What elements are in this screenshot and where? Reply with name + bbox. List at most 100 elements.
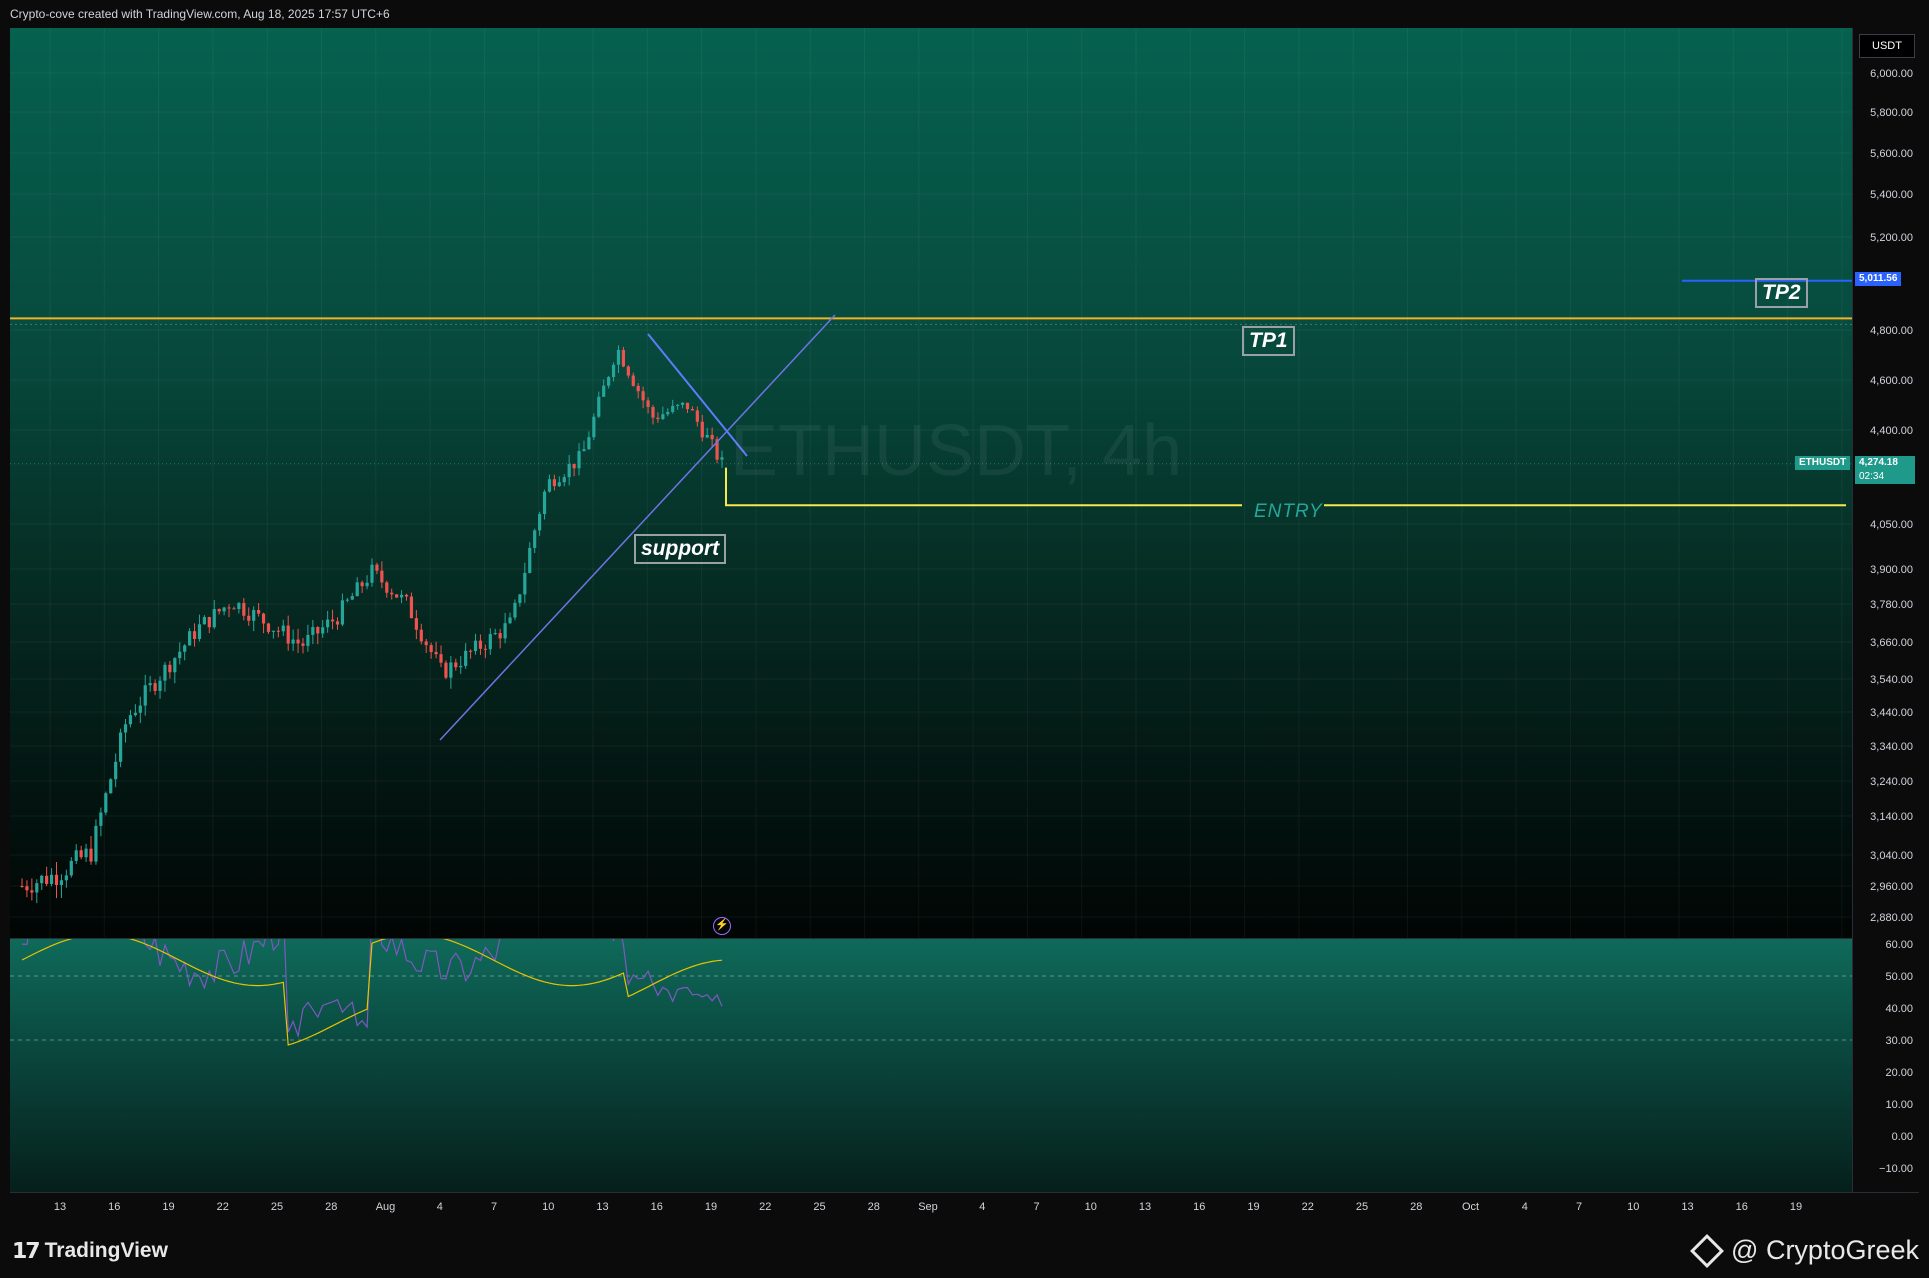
candle-body — [168, 664, 172, 673]
candle-body — [261, 613, 266, 624]
symbol-badge: ETHUSDT — [1795, 456, 1851, 470]
price-tick-label: 3,780.00 — [1870, 599, 1913, 611]
candle-body — [212, 609, 216, 628]
candle-body — [404, 594, 409, 597]
candle-body — [45, 875, 49, 884]
rsi-tick-label: 30.00 — [1885, 1035, 1913, 1047]
candle-body — [40, 875, 44, 884]
candle-body — [291, 639, 295, 644]
price-tick-label: 2,880.00 — [1870, 912, 1913, 924]
time-tick-label: 25 — [813, 1201, 825, 1213]
candle-body — [350, 596, 354, 600]
rsi-tick-label: 10.00 — [1885, 1099, 1913, 1111]
price-tick-label: 5,600.00 — [1870, 148, 1913, 160]
price-tick-label: 3,900.00 — [1870, 564, 1913, 576]
currency-label[interactable]: USDT — [1859, 34, 1915, 58]
time-tick-label: 13 — [596, 1201, 608, 1213]
price-tick-label: 5,800.00 — [1870, 107, 1913, 119]
footer: 𝟭𝟳 TradingView @ CryptoGreek — [0, 1218, 1929, 1278]
candle-body — [656, 417, 660, 420]
candle-body — [597, 396, 601, 417]
candle-body — [89, 848, 93, 862]
candle-body — [375, 564, 379, 571]
candle-body — [651, 407, 655, 418]
rsi-pane[interactable] — [10, 939, 1852, 1192]
candle-body — [138, 705, 142, 713]
time-tick-label: 16 — [108, 1201, 120, 1213]
candle-body — [444, 662, 448, 678]
tp2-label[interactable]: TP2 — [1755, 278, 1808, 308]
time-tick-label: 19 — [1247, 1201, 1259, 1213]
candle-body — [266, 623, 271, 632]
candle-body — [380, 570, 384, 583]
candle-body — [345, 599, 349, 601]
candle-body — [311, 627, 315, 635]
time-tick-label: 7 — [1033, 1201, 1039, 1213]
candle-body — [326, 619, 330, 628]
rsi-tick-label: 0.00 — [1892, 1131, 1913, 1143]
candle-body — [700, 421, 704, 438]
candle-body — [271, 630, 276, 632]
price-pane[interactable]: ETHUSDT, 4h TP1 TP2 support ENTRY ⚡ — [10, 28, 1852, 939]
rsi-tick-label: 20.00 — [1885, 1067, 1913, 1079]
candle-body — [661, 414, 665, 420]
price-axis[interactable]: USDT 6,000.00 5,800.00 5,600.00 5,400.00 5,2… — [1852, 28, 1920, 1192]
candle-body — [528, 547, 532, 573]
candle-body — [207, 617, 211, 628]
candle-body — [464, 650, 468, 666]
time-tick-label: 25 — [1356, 1201, 1368, 1213]
time-tick-label: 7 — [491, 1201, 497, 1213]
rsi-tick-label: 40.00 — [1885, 1003, 1913, 1015]
candle-body — [621, 349, 626, 367]
candle-body — [109, 779, 113, 794]
support-label[interactable]: support — [634, 534, 727, 564]
price-tick-label: 4,400.00 — [1870, 425, 1913, 437]
entry-label[interactable]: ENTRY — [1254, 501, 1323, 522]
time-tick-label: 7 — [1576, 1201, 1582, 1213]
candle-body — [557, 482, 561, 487]
time-axis[interactable]: 13 16 19 22 25 28 Aug 4 7 10 13 16 19 22 25 28 Sep 4 7 10 13… — [10, 1192, 1919, 1219]
time-tick-label: 13 — [1139, 1201, 1151, 1213]
time-tick-label: 28 — [1410, 1201, 1422, 1213]
candle-body — [316, 627, 320, 634]
price-tick-label: 6,000.00 — [1870, 68, 1913, 80]
tp1-label[interactable]: TP1 — [1242, 326, 1295, 356]
candle-body — [439, 654, 443, 663]
price-tick-label: 3,540.00 — [1870, 674, 1913, 686]
candle-body — [513, 602, 517, 618]
price-chart-svg[interactable] — [10, 28, 1852, 939]
candle-body — [25, 886, 29, 891]
candle-body — [518, 594, 522, 603]
candle-body — [321, 627, 325, 634]
candle-body — [173, 658, 177, 673]
candle-body — [222, 607, 226, 612]
candle-body — [355, 582, 359, 597]
alert-icon[interactable]: ⚡ — [713, 917, 731, 935]
symbol-watermark: ETHUSDT, 4h — [730, 411, 1183, 491]
candle-body — [79, 850, 83, 858]
candle-body — [242, 602, 246, 616]
rsi-ma-line — [21, 939, 723, 1046]
candle-body — [483, 648, 487, 650]
rsi-tick-label: −10.00 — [1879, 1163, 1913, 1175]
candle-body — [217, 609, 221, 612]
candle-body — [197, 624, 202, 640]
time-tick-label: 16 — [651, 1201, 663, 1213]
chart-credit: Crypto-cove created with TradingView.com… — [10, 7, 390, 21]
candle-body — [143, 685, 147, 706]
time-tick-label: 13 — [1681, 1201, 1693, 1213]
candle-body — [114, 761, 118, 780]
candle-body — [572, 463, 576, 469]
candle-body — [626, 366, 630, 376]
candle-body — [276, 630, 280, 632]
tradingview-logo[interactable]: 𝟭𝟳 TradingView — [12, 1238, 168, 1264]
time-tick-label: 13 — [54, 1201, 66, 1213]
time-axis-ticks: 13 16 19 22 25 28 Aug 4 7 10 13 16 19 22 25 28 Sep 4 7 10 13… — [54, 1201, 1802, 1213]
candle-body — [671, 405, 675, 412]
candle-body — [715, 439, 719, 460]
candle-body — [582, 449, 586, 452]
candle-body — [414, 618, 418, 630]
time-tick-label: Oct — [1462, 1201, 1479, 1213]
price-tick-label: 5,400.00 — [1870, 189, 1913, 201]
candle-body — [685, 402, 690, 410]
